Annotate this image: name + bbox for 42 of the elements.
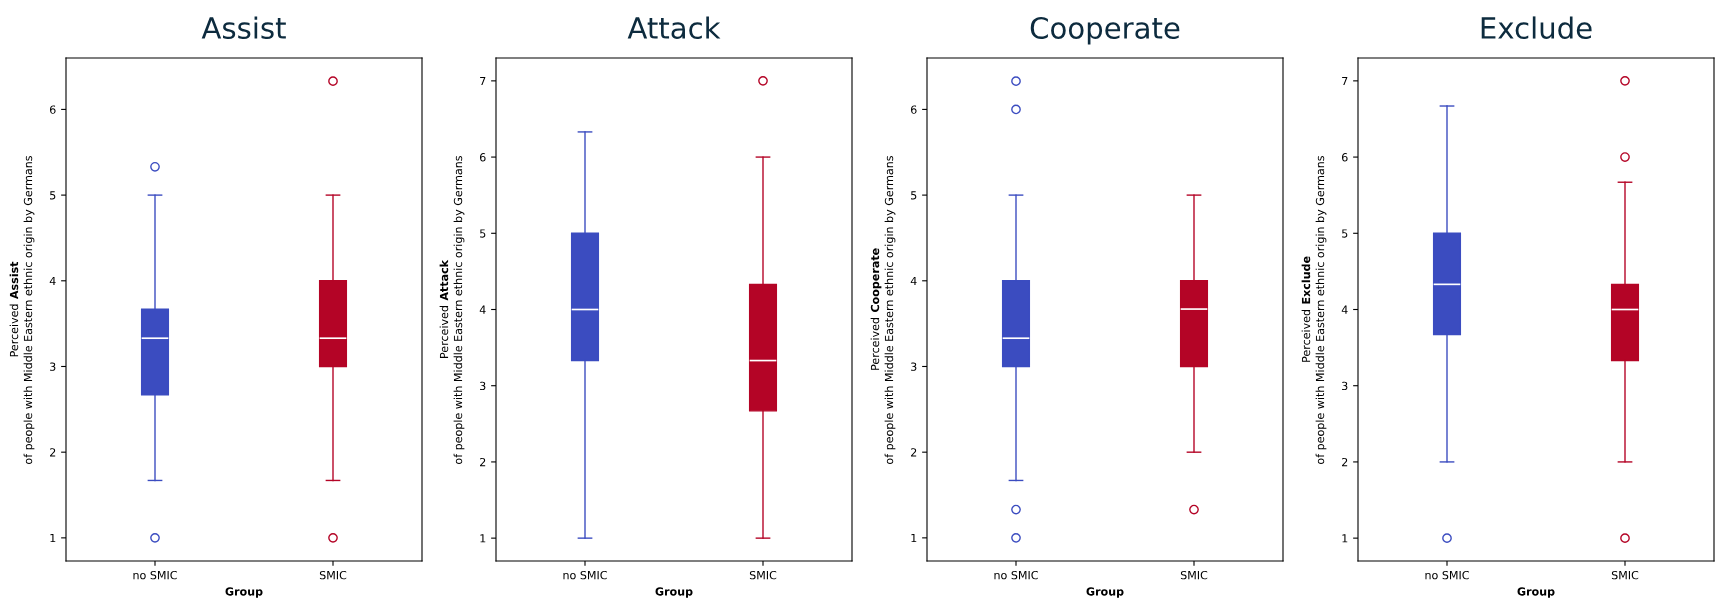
y-tick-label: 1: [1342, 534, 1348, 543]
chart-title: Exclude: [1481, 16, 1592, 39]
x-axis-title: Group: [225, 587, 263, 598]
y-tick-label: 4: [479, 305, 486, 314]
y-tick-label: 6: [479, 153, 486, 162]
y-tick-label: 5: [1342, 229, 1348, 238]
y-tick-label: 2: [911, 448, 917, 457]
y-tick-label: 3: [1342, 381, 1348, 391]
x-tick-label: no SMIC: [994, 570, 1038, 580]
chart-title: Attack: [627, 16, 721, 39]
x-tick-label: SMIC: [1180, 570, 1208, 580]
x-tick-label: no SMIC: [133, 570, 177, 580]
y-tick-label: 4: [49, 276, 56, 286]
y-tick-label: 4: [910, 276, 917, 286]
y-tick-label: 3: [50, 362, 56, 371]
y-tick-label: 5: [50, 191, 56, 200]
y-tick-label: 5: [480, 229, 486, 238]
y-tick-label: 2: [50, 448, 56, 457]
x-tick-label: SMIC: [319, 570, 347, 580]
x-tick-label: no SMIC: [1425, 570, 1469, 580]
y-tick-label: 5: [911, 191, 917, 200]
y-tick-label: 2: [1342, 457, 1348, 467]
y-tick-label: 6: [910, 105, 917, 114]
y-tick-label: 1: [50, 533, 56, 543]
y-tick-label: 3: [911, 362, 917, 371]
chart-title: Cooperate: [1030, 16, 1180, 45]
x-axis-title: Group: [655, 587, 693, 598]
y-tick-label: 7: [480, 76, 486, 86]
y-tick-label: 6: [49, 105, 56, 114]
y-tick-label: 1: [480, 534, 486, 543]
y-tick-label: 4: [1341, 305, 1348, 314]
y-tick-label: 1: [911, 533, 917, 543]
y-tick-label: 6: [1341, 153, 1348, 162]
x-tick-label: SMIC: [1611, 570, 1639, 580]
chart-title: Assist: [201, 16, 286, 39]
y-tick-label: 2: [480, 457, 486, 467]
x-tick-label: SMIC: [749, 570, 777, 580]
y-tick-label: 7: [1342, 76, 1348, 86]
y-tick-label: 3: [480, 381, 486, 391]
x-tick-label: no SMIC: [563, 570, 607, 580]
x-axis-title: Group: [1086, 587, 1124, 598]
x-axis-title: Group: [1517, 587, 1555, 598]
